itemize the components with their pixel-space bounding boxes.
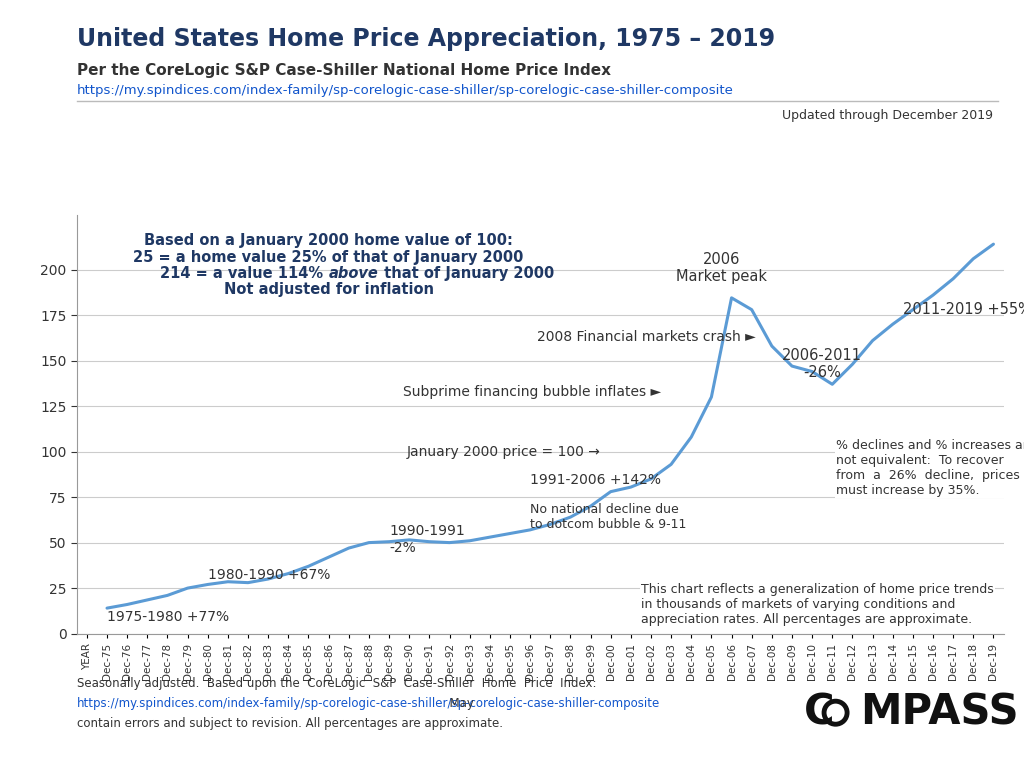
Text: This chart reflects a generalization of home price trends
in thousands of market: This chart reflects a generalization of … <box>641 583 993 626</box>
Text: https://my.spindices.com/index-family/sp-corelogic-case-shiller/sp-corelogic-cas: https://my.spindices.com/index-family/sp… <box>77 84 733 98</box>
Text: contain errors and subject to revision. All percentages are approximate.: contain errors and subject to revision. … <box>77 717 503 730</box>
Text: United States Home Price Appreciation, 1975 – 2019: United States Home Price Appreciation, 1… <box>77 27 775 51</box>
Text: 1990-1991
-2%: 1990-1991 -2% <box>389 525 465 554</box>
Text: % declines and % increases are
not equivalent:  To recover
from  a  26%  decline: % declines and % increases are not equiv… <box>837 439 1024 497</box>
Text: Updated through December 2019: Updated through December 2019 <box>782 109 993 122</box>
Text: Per the CoreLogic S&P Case-Shiller National Home Price Index: Per the CoreLogic S&P Case-Shiller Natio… <box>77 63 610 78</box>
Text: MPASS: MPASS <box>860 692 1019 733</box>
Text: Not adjusted for inflation: Not adjusted for inflation <box>223 283 433 297</box>
Text: January 2000 price = 100 →: January 2000 price = 100 → <box>407 445 601 458</box>
Text: Based on a January 2000 home value of 100:: Based on a January 2000 home value of 10… <box>144 233 513 248</box>
Text: Seasonally adjusted.  Based upon the  CoreLogic  S&P  Case-Shiller  Home  Price : Seasonally adjusted. Based upon the Core… <box>77 677 596 690</box>
Text: above: above <box>329 266 379 281</box>
Text: 2006-2011
-26%: 2006-2011 -26% <box>782 348 862 380</box>
Text: 2008 Financial markets crash ►: 2008 Financial markets crash ► <box>537 330 756 344</box>
Text: 2011-2019 +55%: 2011-2019 +55% <box>903 303 1024 317</box>
Text: No national decline due
to dotcom bubble & 9-11: No national decline due to dotcom bubble… <box>530 502 686 531</box>
Text: 214 = a value 114%: 214 = a value 114% <box>161 266 329 281</box>
Text: 2006
Market peak: 2006 Market peak <box>676 252 767 284</box>
Text: 1980-1990 +67%: 1980-1990 +67% <box>208 568 330 582</box>
Text: that of January 2000: that of January 2000 <box>379 266 554 281</box>
Text: 1975-1980 +77%: 1975-1980 +77% <box>108 610 229 624</box>
Text: Subprime financing bubble inflates ►: Subprime financing bubble inflates ► <box>402 385 662 399</box>
Text: 25 = a home value 25% of that of January 2000: 25 = a home value 25% of that of January… <box>133 250 524 265</box>
Text: C: C <box>804 692 835 733</box>
Text: 1991-2006 +142%: 1991-2006 +142% <box>530 473 662 488</box>
Text: May: May <box>442 697 474 710</box>
Text: https://my.spindices.com/index-family/sp-corelogic-case-shiller/sp-corelogic-cas: https://my.spindices.com/index-family/sp… <box>77 697 660 710</box>
